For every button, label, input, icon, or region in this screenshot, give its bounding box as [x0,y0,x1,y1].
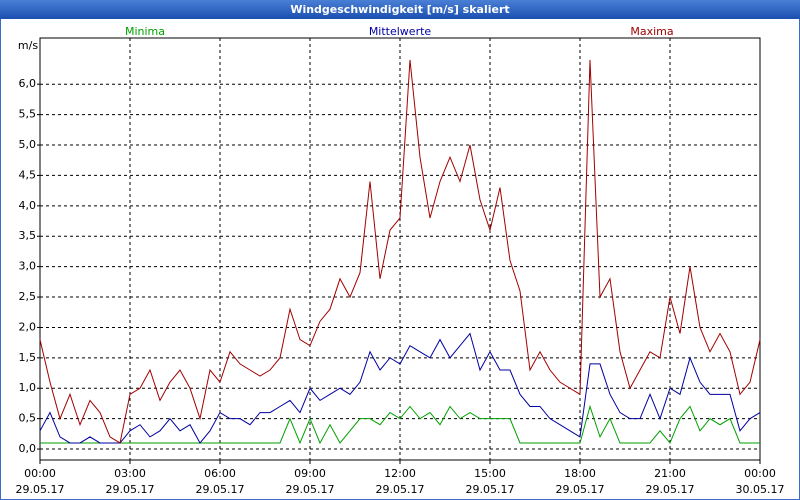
y-tick-label: 6,0 [19,77,37,90]
data-line [40,404,760,445]
legend-label: Maxima [630,25,673,38]
y-tick-label: 1,0 [19,381,37,394]
data-line [39,332,761,444]
title-bar [0,0,800,19]
x-tick-label: 09:00 29.05.17 [286,467,335,496]
y-axis-label: m/s [18,39,38,52]
x-tick-label: 00:00 29.05.17 [16,467,65,496]
y-tick-label: 1,5 [19,351,37,364]
x-tick-label: 21:00 29.05.17 [646,467,695,496]
x-tick-label: 00:00 30.05.17 [736,467,785,496]
x-tick-label: 06:00 29.05.17 [196,467,245,496]
y-tick-label: 0,5 [19,412,37,425]
y-tick-label: 0,0 [19,442,37,455]
y-tick-label: 4,5 [19,168,37,181]
x-tick-label: 12:00 29.05.17 [376,467,425,496]
y-tick-label: 2,5 [19,290,37,303]
x-tick-label: 15:00 29.05.17 [466,467,515,496]
chart-title: Windgeschwindigkeit [m/s] skaliert [290,3,509,16]
x-tick-label: 03:00 29.05.17 [106,467,155,496]
y-tick-label: 3,0 [19,260,37,273]
y-tick-label: 2,0 [19,320,37,333]
y-tick-label: 5,5 [19,108,37,121]
legend-label: Mittelwerte [369,25,432,38]
y-tick-label: 4,0 [19,199,37,212]
data-line [39,59,761,444]
legend-label: Minima [125,25,165,38]
y-tick-label: 5,0 [19,138,37,151]
y-tick-label: 3,5 [19,229,37,242]
x-tick-label: 18:00 29.05.17 [556,467,605,496]
